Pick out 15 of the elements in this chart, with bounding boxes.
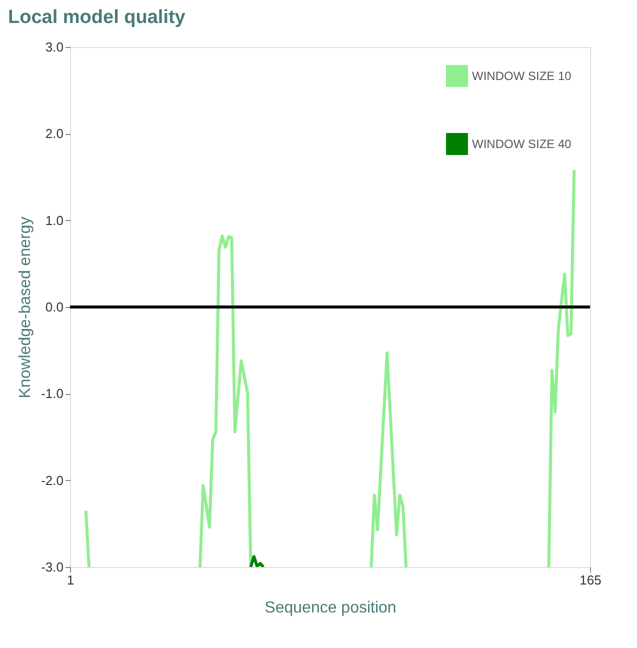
y-tick-label: 3.0 (45, 40, 64, 54)
y-axis-title: Knowledge-based energy (17, 216, 34, 398)
line-series (249, 555, 265, 567)
y-tick-label: 1.0 (45, 212, 64, 228)
x-axis-title: Sequence position (264, 600, 396, 616)
y-tick-label: -2.0 (41, 472, 64, 488)
y-tick-label: 0.0 (45, 300, 64, 314)
chart-title: Local model quality (8, 7, 186, 28)
x-tick-label: 1 (66, 572, 74, 588)
y-tick-label: -1.0 (41, 386, 64, 402)
legend-label: WINDOW SIZE 40 (472, 137, 572, 151)
y-tick-label: 2.0 (45, 126, 64, 142)
legend-label: WINDOW SIZE 10 (472, 69, 572, 83)
x-tick-label: 165 (580, 572, 602, 588)
y-tick-label: -3.0 (41, 560, 64, 574)
